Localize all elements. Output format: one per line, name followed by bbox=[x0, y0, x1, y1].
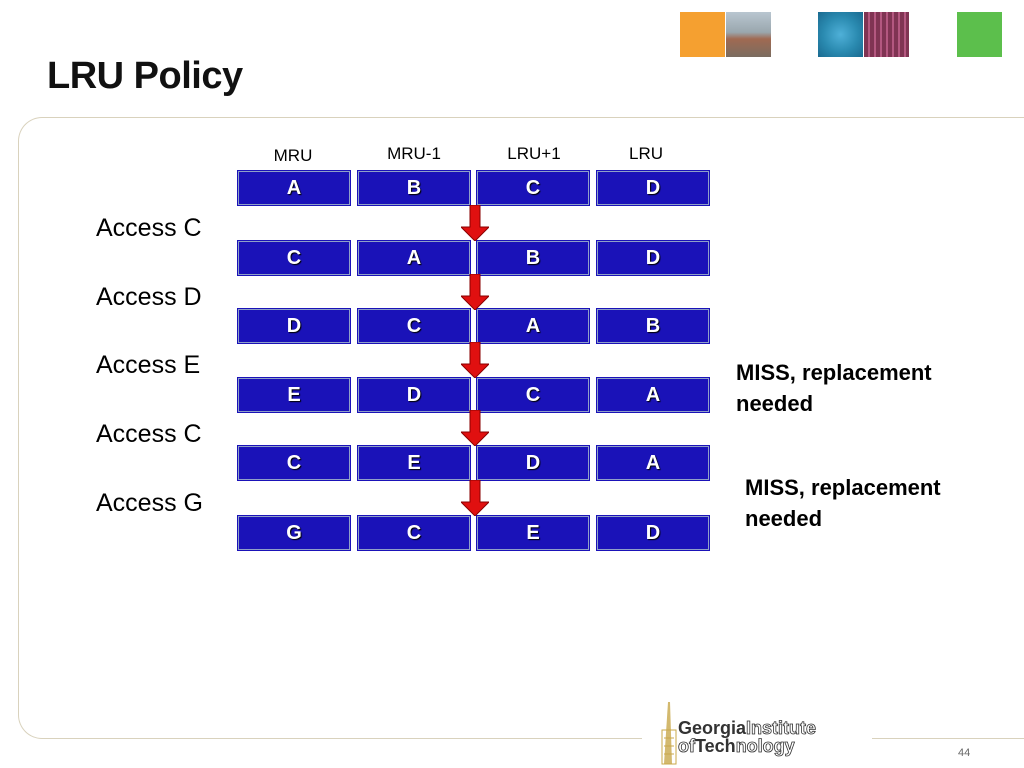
down-arrow-icon bbox=[461, 342, 489, 378]
cache-cell: C bbox=[237, 240, 351, 276]
cache-cell: A bbox=[476, 308, 590, 344]
blue-tile bbox=[818, 12, 863, 57]
cache-cell: B bbox=[596, 308, 710, 344]
logo-georgia: Georgia bbox=[678, 718, 747, 738]
cache-cell: E bbox=[357, 445, 471, 481]
svg-text:GeorgiaInstitute: GeorgiaInstitute bbox=[678, 718, 816, 738]
cache-cell: D bbox=[237, 308, 351, 344]
cache-cell: D bbox=[357, 377, 471, 413]
cache-cell: D bbox=[596, 515, 710, 551]
orange-tile bbox=[680, 12, 725, 57]
cache-cell: C bbox=[476, 170, 590, 206]
miss-note-line: MISS, replacement bbox=[745, 475, 941, 500]
building-photo-tile bbox=[726, 12, 771, 57]
down-arrow-icon bbox=[461, 205, 489, 241]
miss-note: MISS, replacement needed bbox=[745, 472, 941, 534]
cache-cell: E bbox=[476, 515, 590, 551]
miss-note-line: needed bbox=[745, 506, 823, 531]
miss-note-line: needed bbox=[736, 391, 814, 416]
column-header-lru: LRU bbox=[628, 144, 663, 163]
cache-cell: C bbox=[476, 377, 590, 413]
column-header-mru-1: MRU-1 bbox=[387, 144, 441, 163]
cache-cell: A bbox=[237, 170, 351, 206]
cache-cell: E bbox=[237, 377, 351, 413]
logo-nology: nology bbox=[736, 736, 795, 756]
cache-cell: C bbox=[357, 515, 471, 551]
cache-cell: B bbox=[357, 170, 471, 206]
logo-tech: Tech bbox=[695, 736, 736, 756]
cache-cell: A bbox=[357, 240, 471, 276]
svg-text:ofTechnology: ofTechnology bbox=[678, 736, 795, 756]
miss-note: MISS, replacement needed bbox=[736, 357, 932, 419]
cache-cell: A bbox=[596, 377, 710, 413]
column-header-mru: MRU bbox=[273, 146, 313, 165]
cache-cell: A bbox=[596, 445, 710, 481]
cache-cell: D bbox=[476, 445, 590, 481]
down-arrow-icon bbox=[461, 410, 489, 446]
access-label: Access G bbox=[96, 489, 203, 517]
cache-cell: G bbox=[237, 515, 351, 551]
page-number: 44 bbox=[958, 747, 971, 759]
access-label: Access D bbox=[96, 283, 202, 311]
miss-note-line: MISS, replacement bbox=[736, 360, 932, 385]
cache-cell: C bbox=[237, 445, 351, 481]
cache-cell: C bbox=[357, 308, 471, 344]
content-panel bbox=[18, 117, 1024, 739]
access-label: Access C bbox=[96, 420, 202, 448]
down-arrow-icon bbox=[461, 274, 489, 310]
slide-title: LRU Policy bbox=[47, 55, 243, 97]
down-arrow-icon bbox=[461, 480, 489, 516]
green-tile bbox=[957, 12, 1002, 57]
circuit-photo-tile bbox=[864, 12, 909, 57]
logo-of: of bbox=[678, 736, 696, 756]
cache-cell: D bbox=[596, 240, 710, 276]
cache-cell: B bbox=[476, 240, 590, 276]
cache-cell: D bbox=[596, 170, 710, 206]
access-label: Access E bbox=[96, 351, 201, 379]
column-header-lru-plus-1: LRU+1 bbox=[507, 144, 561, 163]
access-label: Access C bbox=[96, 214, 202, 242]
logo-institute: Institute bbox=[746, 718, 816, 738]
georgia-tech-logo: GeorgiaInstitute ofTechnology bbox=[642, 700, 872, 768]
